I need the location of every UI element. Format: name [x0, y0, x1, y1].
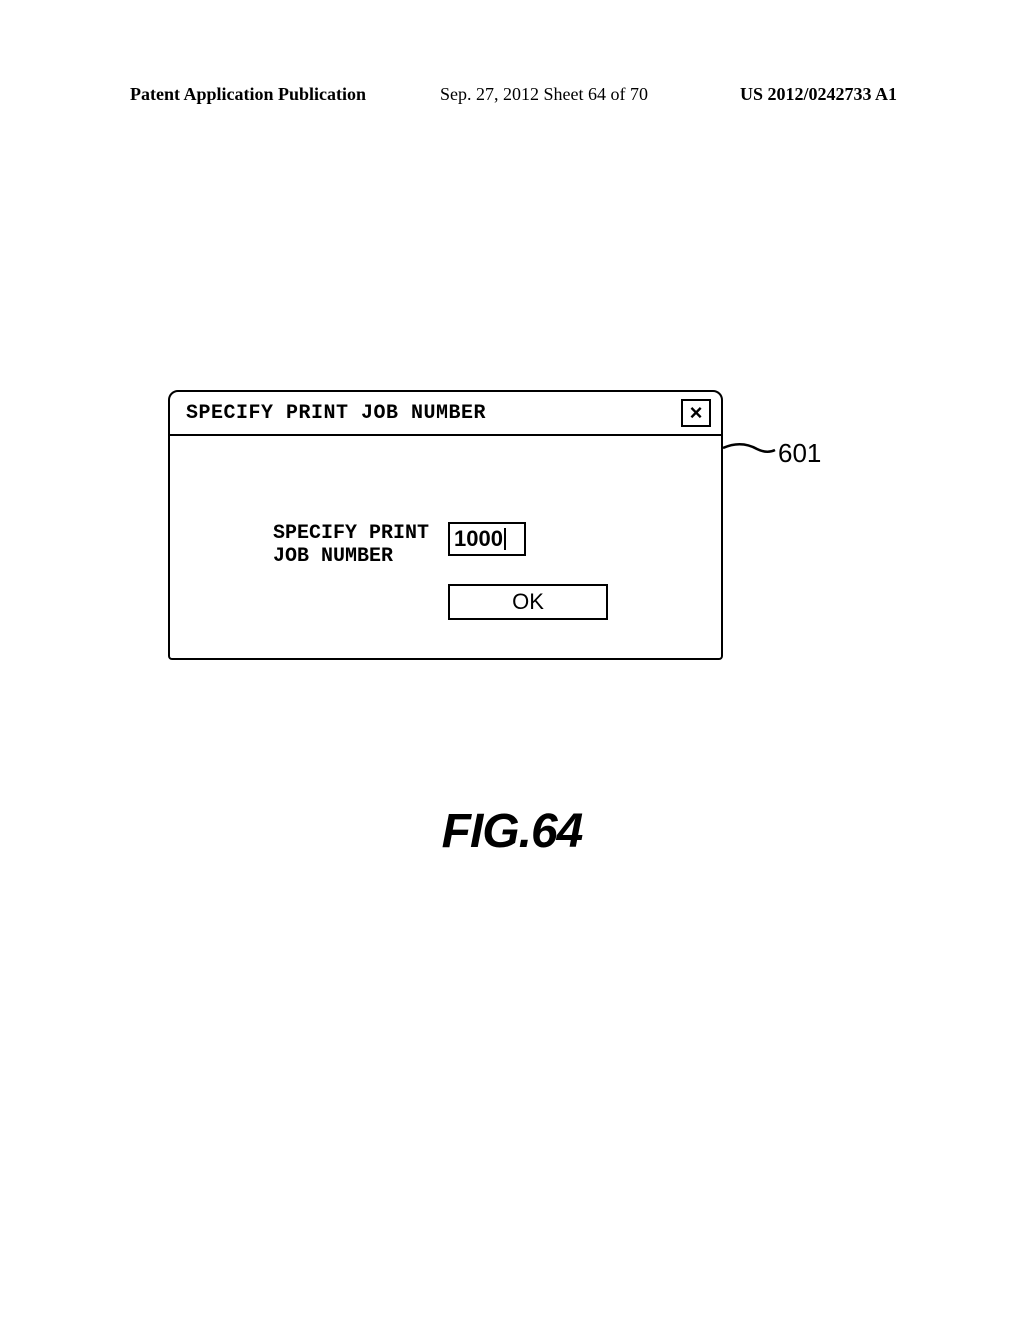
- figure-label: FIG.64: [0, 804, 1024, 859]
- job-number-input[interactable]: 1000: [448, 522, 526, 556]
- job-number-value: 1000: [454, 526, 503, 552]
- close-icon: ×: [690, 402, 703, 424]
- header-sheet-info: Sep. 27, 2012 Sheet 64 of 70: [440, 84, 648, 105]
- close-button[interactable]: ×: [681, 399, 711, 427]
- ok-label: OK: [512, 589, 544, 615]
- callout-leader-line: [723, 436, 779, 464]
- print-job-dialog: SPECIFY PRINT JOB NUMBER × SPECIFY PRINT…: [168, 390, 723, 660]
- text-cursor-icon: [504, 528, 506, 550]
- ok-button[interactable]: OK: [448, 584, 608, 620]
- dialog-body: SPECIFY PRINT JOB NUMBER 1000 OK: [170, 436, 721, 658]
- job-number-label: SPECIFY PRINT JOB NUMBER: [273, 522, 429, 568]
- dialog-titlebar: SPECIFY PRINT JOB NUMBER ×: [170, 392, 721, 436]
- callout-reference-number: 601: [778, 438, 821, 469]
- header-publication: Patent Application Publication: [130, 84, 366, 105]
- header-patent-number: US 2012/0242733 A1: [740, 84, 897, 105]
- dialog-title: SPECIFY PRINT JOB NUMBER: [186, 402, 681, 425]
